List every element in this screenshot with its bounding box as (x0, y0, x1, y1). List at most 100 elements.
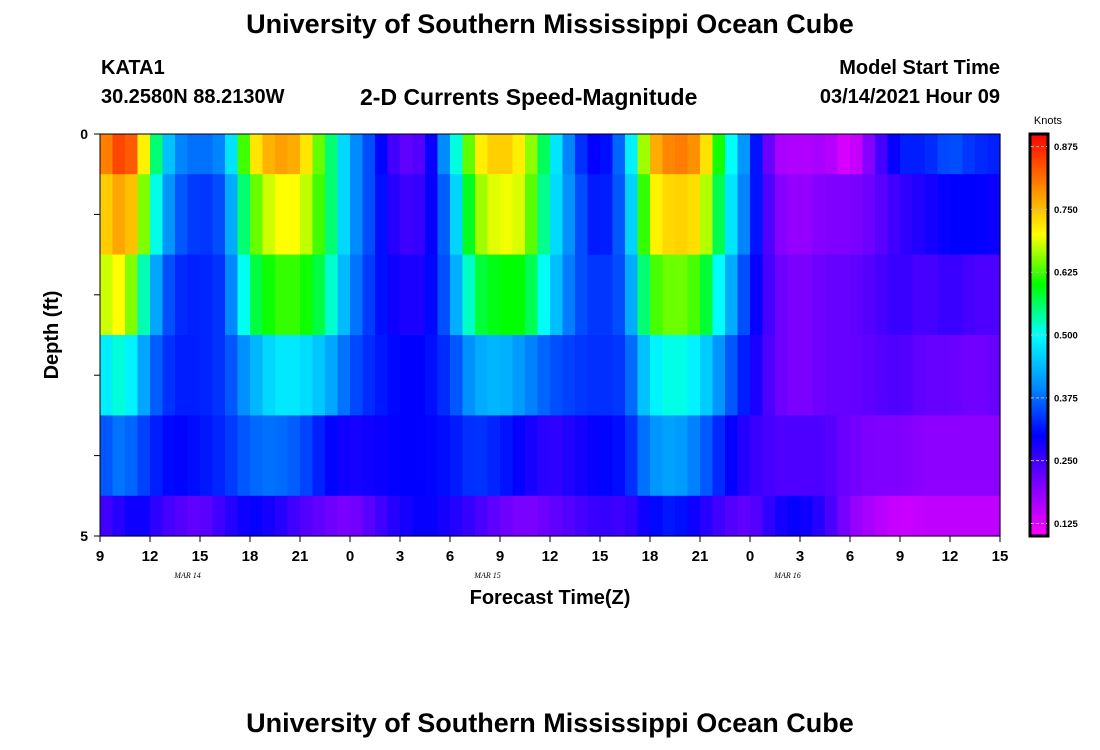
heatmap-cell (812, 495, 826, 537)
heatmap-cell (262, 254, 276, 336)
heatmap-cell (112, 174, 126, 256)
heatmap-cell (137, 134, 151, 175)
heatmap-cell (237, 174, 251, 256)
heatmap-cell (662, 335, 676, 416)
colorbar-tick-label: 0.500 (1054, 331, 1078, 342)
heatmap-cell (287, 254, 301, 336)
heatmap-cell (462, 415, 476, 497)
heatmap-cell (400, 134, 414, 175)
heatmap-cell (712, 495, 726, 537)
heatmap-cell (525, 134, 539, 175)
heatmap-cell (337, 134, 351, 175)
heatmap-cell (925, 495, 939, 537)
model-start-label: Model Start Time (839, 57, 1000, 79)
heatmap-cell (137, 174, 151, 256)
heatmap-cell (950, 335, 964, 416)
model-start-value: 03/14/2021 Hour 09 (819, 86, 1000, 108)
heatmap-cell (187, 495, 201, 537)
heatmap-cell (262, 134, 276, 175)
heatmap-cell (300, 335, 314, 416)
heatmap-cell (900, 134, 914, 175)
heatmap-cell (300, 495, 314, 537)
heatmap-cell (887, 174, 901, 256)
heatmap-cell (925, 134, 939, 175)
heatmap-cell (575, 495, 589, 537)
heatmap-cell (837, 174, 851, 256)
heatmap-cell (150, 174, 164, 256)
heatmap-cell (300, 174, 314, 256)
heatmap-cell (212, 335, 226, 416)
y-axis-label: Depth (ft) (41, 291, 63, 380)
heatmap-cell (912, 174, 926, 256)
heatmap-cell (487, 335, 501, 416)
heatmap-cell (225, 495, 239, 537)
heatmap-cell (387, 335, 401, 416)
heatmap-cell (775, 335, 789, 416)
heatmap-cell (112, 134, 126, 175)
heatmap-cell (837, 415, 851, 497)
heatmap-cell (762, 415, 776, 497)
heatmap-cell (687, 134, 701, 175)
heatmap-cell (275, 134, 289, 175)
heatmap-cell (762, 254, 776, 336)
heatmap-cell (225, 254, 239, 336)
heatmap-cell (562, 415, 576, 497)
heatmap-cell (925, 254, 939, 336)
heatmap-cell (512, 254, 526, 336)
heatmap-cell (687, 335, 701, 416)
heatmap-cell (575, 134, 589, 175)
heatmap-cell (775, 495, 789, 537)
heatmap-cell (862, 495, 876, 537)
x-tick-label: 15 (592, 548, 609, 565)
heatmap-cell (637, 415, 651, 497)
heatmap-cell (125, 254, 139, 336)
heatmap-cell (887, 335, 901, 416)
heatmap-cell (675, 495, 689, 537)
heatmap-cell (825, 174, 839, 256)
heatmap-cell (862, 134, 876, 175)
heatmap-cell (562, 335, 576, 416)
heatmap-cell (212, 254, 226, 336)
heatmap-cell (862, 335, 876, 416)
heatmap-cell (962, 134, 976, 175)
heatmap-cell (300, 134, 314, 175)
heatmap-cell (100, 415, 114, 497)
heatmap-cell (425, 415, 439, 497)
heatmap-cell (200, 134, 214, 175)
heatmap-cell (562, 134, 576, 175)
heatmap-cell (287, 134, 301, 175)
heatmap-cell (325, 335, 339, 416)
heatmap-cell (987, 335, 1001, 416)
heatmap-cell (900, 495, 914, 537)
heatmap-cell (100, 254, 114, 336)
heatmap-cell (237, 134, 251, 175)
heatmap-cell (612, 254, 626, 336)
y-tick-label: 5 (80, 528, 88, 544)
x-tick-label: 9 (496, 548, 504, 565)
colorbar-tick-label: 0.875 (1054, 142, 1078, 153)
heatmap-cell (775, 254, 789, 336)
heatmap-cell (412, 415, 426, 497)
heatmap-cell (275, 254, 289, 336)
heatmap-cell (812, 415, 826, 497)
heatmap-cell (800, 415, 814, 497)
heatmap-cell (237, 335, 251, 416)
heatmap-cell (600, 495, 614, 537)
heatmap-cell (125, 134, 139, 175)
x-tick-label: 18 (642, 548, 659, 565)
heatmap-cell (175, 254, 189, 336)
heatmap-cell (725, 174, 739, 256)
heatmap-cell (587, 495, 601, 537)
heatmap-cell (425, 495, 439, 537)
heatmap-cell (400, 415, 414, 497)
heatmap-cell (550, 495, 564, 537)
heatmap-cell (200, 174, 214, 256)
heatmap-cell (612, 495, 626, 537)
heatmap-cell (937, 335, 951, 416)
heatmap-cell (850, 415, 864, 497)
heatmap-cell (675, 415, 689, 497)
heatmap-cell (262, 415, 276, 497)
heatmap-cell (987, 415, 1001, 497)
heatmap-cell (887, 134, 901, 175)
colorbar-tick-label: 0.625 (1054, 268, 1078, 279)
